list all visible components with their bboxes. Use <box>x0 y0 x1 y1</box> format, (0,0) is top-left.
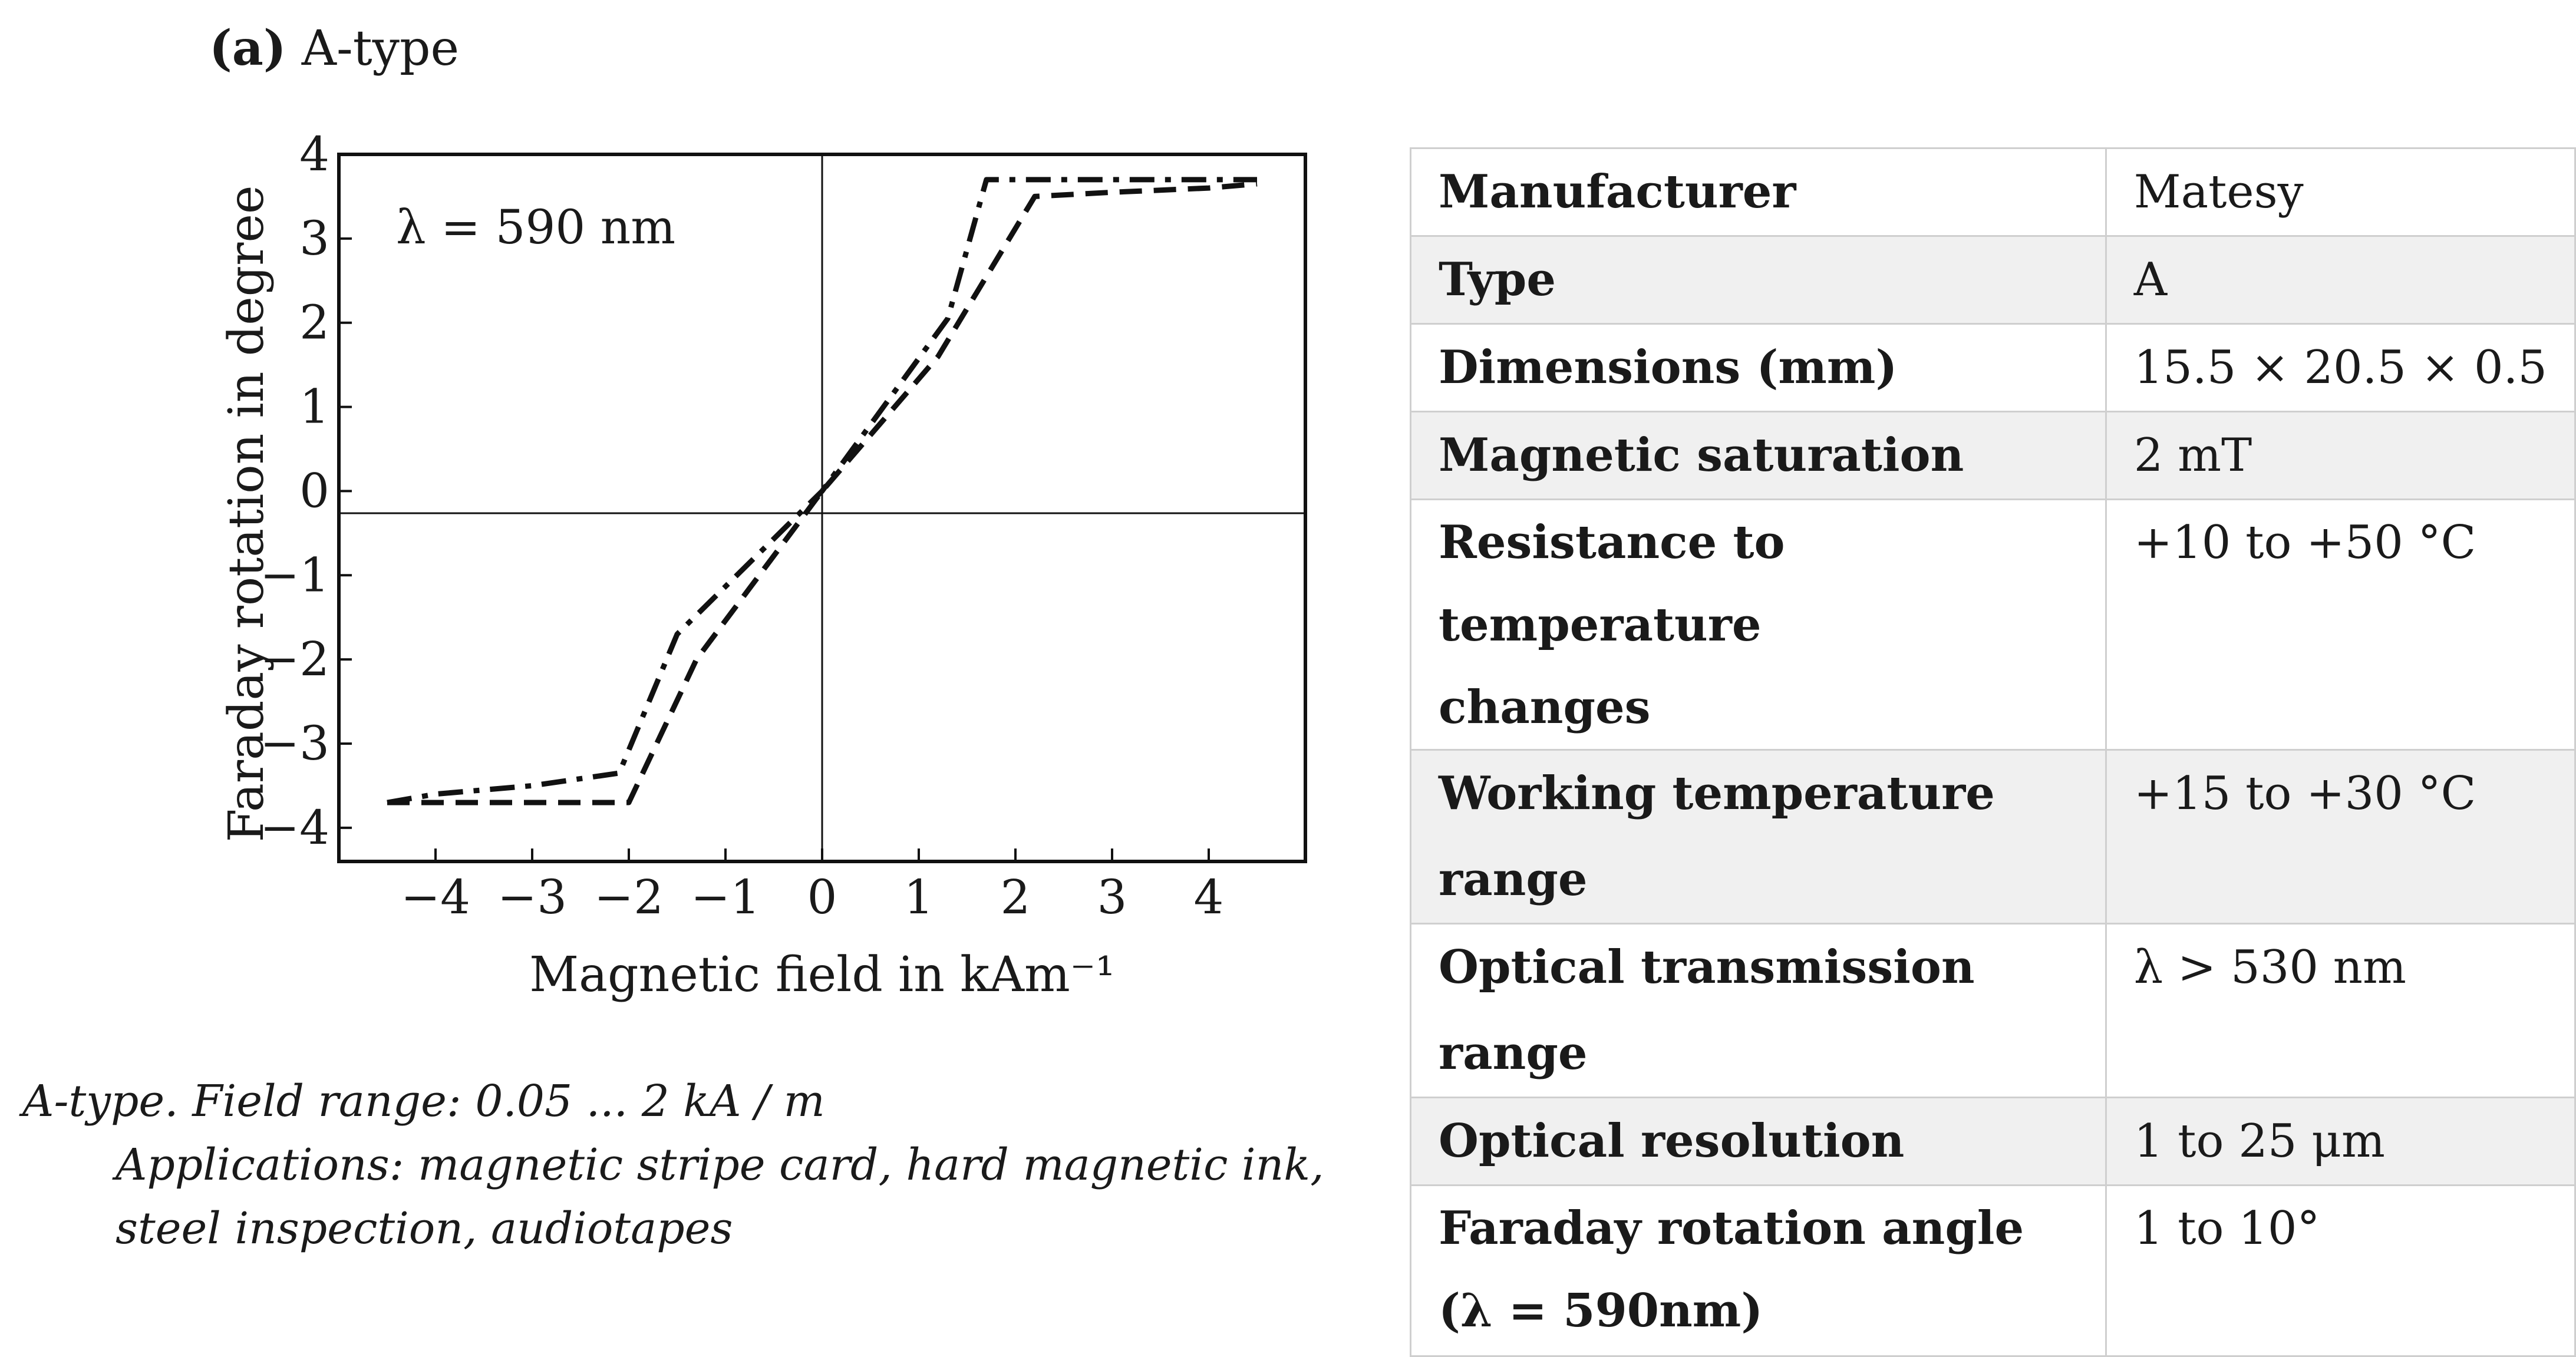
specification-table: Manufacturer Matesy Type A Dimensions (m… <box>1410 147 2576 1357</box>
row-key-line-1: Resistance to temperature <box>1439 516 1785 652</box>
x-tick-label: 1 <box>904 870 934 925</box>
table-row: Resistance to temperature changes +10 to … <box>1410 498 2576 751</box>
row-key: Optical resolution <box>1410 1097 2107 1186</box>
table-row: Working temperature range +15 to +30 °C <box>1410 749 2576 925</box>
row-key: Manufacturer <box>1410 147 2107 237</box>
x-tick-label: −3 <box>497 870 567 925</box>
row-key-line-2: (λ = 590nm) <box>1439 1284 1763 1338</box>
table-row: Manufacturer Matesy <box>1410 147 2576 237</box>
x-tick-label: 2 <box>1001 870 1031 925</box>
table-row: Optical resolution 1 to 25 μm <box>1410 1097 2576 1186</box>
series-line-branch-dashdot <box>387 177 1257 805</box>
row-value: +15 to +30 °C <box>2105 749 2576 925</box>
figure-caption: A-type. Field range: 0.05 ... 2 kA / m A… <box>22 1069 1378 1260</box>
panel-tag: (a) <box>209 20 286 77</box>
y-axis-label: Faraday rotation in degree <box>219 186 275 843</box>
table-row: Faraday rotation angle (λ = 590nm) 1 to 1… <box>1410 1184 2576 1357</box>
y-tick-label: 0 <box>299 463 329 518</box>
x-axis-label: Magnetic field in kAm⁻¹ <box>529 947 1115 1003</box>
row-value: 1 to 10° <box>2105 1184 2576 1357</box>
lambda-annotation: λ = 590 nm <box>396 200 675 255</box>
row-value: 1 to 25 μm <box>2105 1097 2576 1186</box>
y-tick-label: 4 <box>299 127 329 181</box>
caption-line-1: A-type. Field range: 0.05 ... 2 kA / m <box>22 1076 825 1127</box>
y-tick-label: −4 <box>260 800 329 855</box>
y-tick-label: 1 <box>299 379 329 434</box>
table-row: Type A <box>1410 235 2576 325</box>
row-value: +10 to +50 °C <box>2105 498 2576 751</box>
row-key: Resistance to temperature changes <box>1410 498 2107 751</box>
row-key: Type <box>1410 235 2107 325</box>
faraday-rotation-chart: −4 −3 −2 −1 0 1 2 3 4 −4 −3 −2 −1 0 1 2 3 4 λ = 590 nm M… <box>219 127 1307 1003</box>
y-tick-label: −3 <box>260 716 329 771</box>
x-tick-label: −1 <box>691 870 760 925</box>
row-key: Dimensions (mm) <box>1410 323 2107 412</box>
table-row: Dimensions (mm) 15.5 × 20.5 × 0.5 <box>1410 323 2576 412</box>
row-value: 2 mT <box>2105 411 2576 500</box>
row-value: A <box>2105 235 2576 325</box>
y-tick-label: 2 <box>299 295 329 350</box>
x-tick-label: 3 <box>1097 870 1127 925</box>
row-value: λ > 530 nm <box>2105 923 2576 1098</box>
row-value: Matesy <box>2105 147 2576 237</box>
panel-title: A-type <box>286 21 460 77</box>
caption-line-3: steel inspection, audiotapes <box>116 1203 733 1254</box>
x-tick-label: 4 <box>1194 870 1224 925</box>
row-key: Working temperature range <box>1410 749 2107 925</box>
y-tick-label: −1 <box>260 547 329 602</box>
row-key-line-2: changes <box>1439 681 1651 734</box>
row-key: Magnetic saturation <box>1410 411 2107 500</box>
y-tick-label: −2 <box>260 632 329 686</box>
x-tick-label: 0 <box>807 870 837 925</box>
row-key: Optical transmission range <box>1410 923 2107 1098</box>
caption-line-2: Applications: magnetic stripe card, hard… <box>116 1140 1324 1190</box>
x-tick-label: −2 <box>594 870 664 925</box>
panel-label: (a) A-type <box>209 13 459 84</box>
x-tick-label: −4 <box>401 870 470 925</box>
table-row: Optical transmission range λ > 530 nm <box>1410 923 2576 1098</box>
row-key: Faraday rotation angle (λ = 590nm) <box>1410 1184 2107 1357</box>
row-value: 15.5 × 20.5 × 0.5 <box>2105 323 2576 412</box>
row-key-line-1: Faraday rotation angle <box>1439 1201 2024 1255</box>
table-row: Magnetic saturation 2 mT <box>1410 411 2576 500</box>
series-line-branch-dashed <box>387 181 1258 805</box>
y-tick-label: 3 <box>299 211 329 266</box>
